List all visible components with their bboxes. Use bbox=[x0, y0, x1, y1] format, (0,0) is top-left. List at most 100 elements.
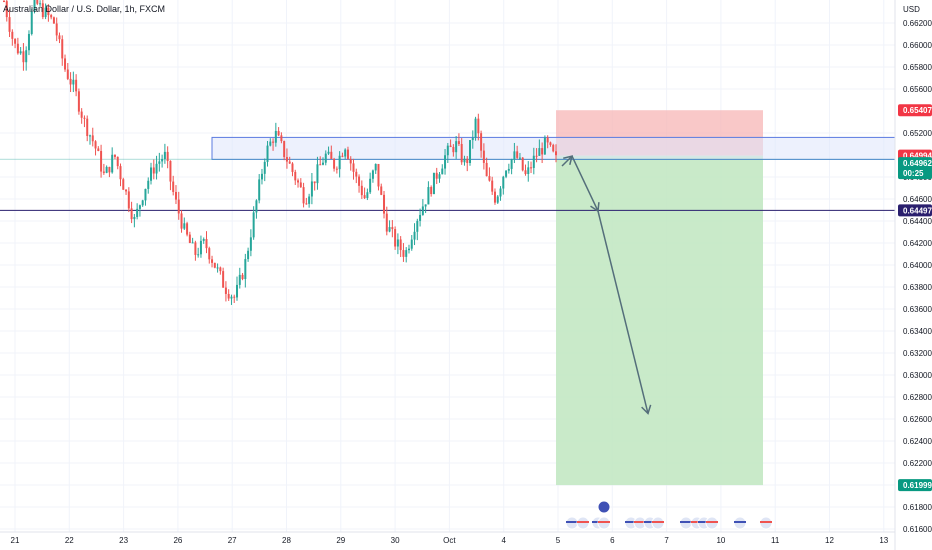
candle bbox=[22, 51, 25, 63]
candle bbox=[366, 192, 369, 199]
candle bbox=[518, 157, 521, 159]
candle bbox=[496, 196, 499, 203]
candle bbox=[236, 284, 239, 298]
stop_loss-price-label: 0.65407 bbox=[903, 106, 932, 115]
candle bbox=[405, 250, 408, 257]
candle bbox=[133, 216, 136, 220]
time-tick-label: 22 bbox=[65, 536, 74, 545]
candle bbox=[216, 267, 219, 269]
price-tick-label: 0.63600 bbox=[903, 305, 932, 314]
candle bbox=[469, 140, 472, 164]
candle bbox=[30, 11, 33, 34]
price-tick-label: 0.63800 bbox=[903, 283, 932, 292]
arrow-head bbox=[563, 155, 574, 166]
candle bbox=[432, 172, 435, 195]
candle bbox=[8, 17, 11, 32]
candle bbox=[507, 168, 510, 171]
event-flag-stripe bbox=[706, 521, 718, 523]
candle bbox=[47, 7, 50, 16]
candle bbox=[255, 200, 258, 213]
candle bbox=[19, 51, 22, 54]
candle bbox=[374, 163, 377, 171]
price-axis[interactable]: 0.662000.660000.658000.656000.652000.648… bbox=[894, 0, 932, 550]
candle bbox=[280, 135, 283, 142]
candle bbox=[127, 191, 130, 209]
candle bbox=[169, 160, 172, 182]
candle bbox=[505, 170, 508, 177]
candle bbox=[344, 149, 347, 157]
candle bbox=[122, 179, 125, 190]
candle bbox=[552, 144, 555, 152]
candle bbox=[516, 151, 519, 158]
candle bbox=[230, 296, 233, 299]
candle bbox=[269, 141, 272, 146]
candle bbox=[527, 167, 530, 175]
candle bbox=[538, 148, 541, 156]
candle bbox=[302, 187, 305, 204]
candle bbox=[249, 237, 252, 251]
candle bbox=[172, 181, 175, 192]
candle bbox=[541, 148, 544, 155]
candle bbox=[94, 141, 97, 149]
candle bbox=[333, 158, 336, 169]
price-tick-label: 0.62400 bbox=[903, 437, 932, 446]
candle bbox=[535, 155, 538, 157]
candle bbox=[91, 135, 94, 142]
take-profit-zone[interactable] bbox=[556, 155, 763, 486]
candle bbox=[444, 155, 447, 169]
candle bbox=[499, 188, 502, 197]
candle bbox=[355, 171, 358, 177]
time-tick-label: 7 bbox=[664, 536, 669, 545]
candle bbox=[477, 118, 480, 134]
candle bbox=[141, 200, 144, 206]
candle bbox=[191, 242, 194, 244]
candle bbox=[341, 155, 344, 157]
candle bbox=[455, 141, 458, 153]
candle bbox=[150, 167, 153, 181]
candle bbox=[313, 181, 316, 184]
support-price-label: 0.64497 bbox=[903, 206, 932, 215]
candle bbox=[510, 159, 513, 169]
price-tick-label: 0.61800 bbox=[903, 503, 932, 512]
candle bbox=[485, 162, 488, 177]
projection-arrow-segment bbox=[571, 155, 599, 212]
candle bbox=[138, 205, 141, 209]
candle bbox=[305, 203, 308, 205]
candle bbox=[471, 137, 474, 141]
projection-arrows[interactable] bbox=[561, 155, 652, 415]
candle bbox=[247, 250, 250, 260]
candle bbox=[116, 156, 119, 167]
candle bbox=[113, 154, 116, 157]
projection-arrow-segment bbox=[561, 155, 573, 167]
candle bbox=[493, 191, 496, 203]
candle bbox=[66, 69, 69, 79]
economic-events[interactable] bbox=[565, 500, 773, 530]
candle bbox=[352, 163, 355, 172]
price-tick-label: 0.65800 bbox=[903, 63, 932, 72]
time-tick-label: 5 bbox=[556, 536, 561, 545]
candle bbox=[419, 214, 422, 221]
candle bbox=[416, 220, 419, 232]
candle bbox=[222, 271, 225, 288]
candle bbox=[299, 182, 302, 188]
time-tick-label: 11 bbox=[771, 536, 780, 545]
candle bbox=[310, 181, 313, 197]
time-axis[interactable]: 21 22 23 26 27 28 29 30 Oct 4 5 6 7 10 11 12 13 bbox=[0, 531, 895, 545]
candle bbox=[194, 242, 197, 255]
candle bbox=[11, 31, 14, 39]
current-price-label: 0.64962 bbox=[903, 159, 932, 168]
candle bbox=[521, 157, 524, 171]
event-flag-stripe bbox=[644, 521, 656, 523]
price-tick-label: 0.66200 bbox=[903, 19, 932, 28]
event-flag-stripe bbox=[734, 521, 746, 523]
candle bbox=[308, 196, 311, 204]
candle bbox=[227, 293, 230, 299]
candle bbox=[413, 231, 416, 240]
candle bbox=[463, 158, 466, 163]
candle bbox=[555, 151, 557, 156]
candle bbox=[435, 172, 438, 179]
candle bbox=[219, 267, 222, 272]
candle bbox=[383, 194, 386, 214]
candle bbox=[252, 212, 255, 238]
